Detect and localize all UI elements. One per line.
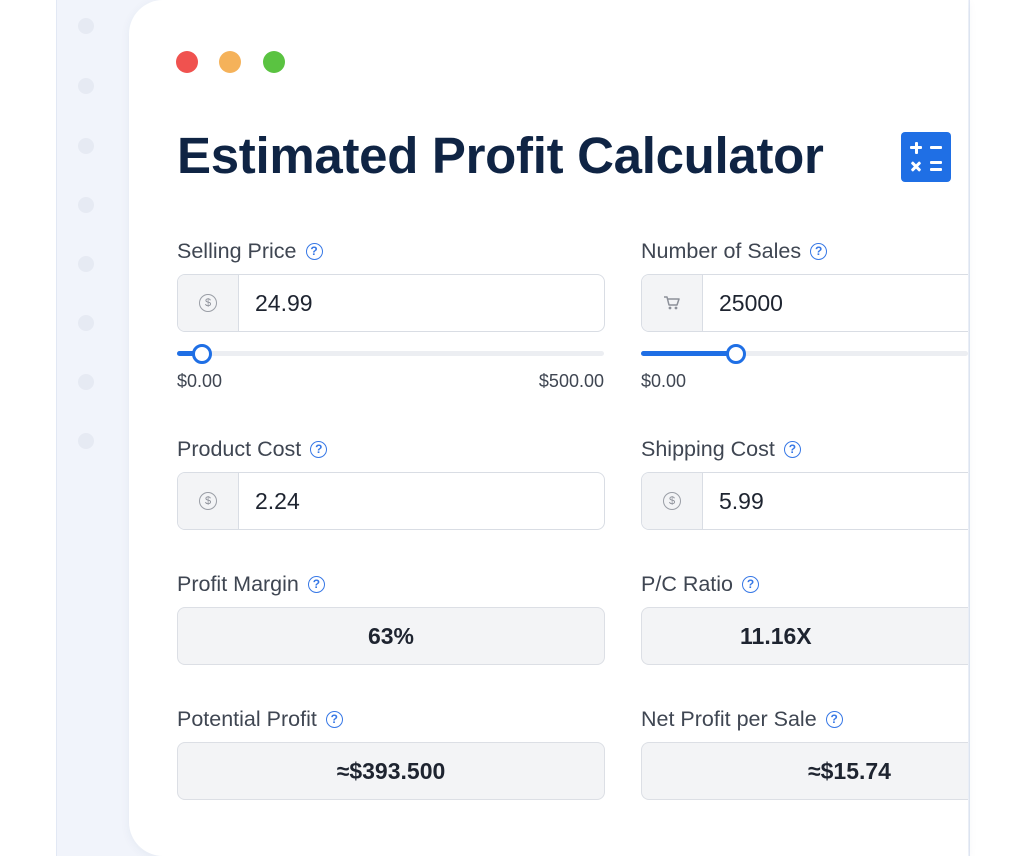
sidebar-dot bbox=[78, 138, 94, 154]
selling-price-slider-fill bbox=[177, 351, 199, 356]
calculator-card: Estimated Profit Calculator Selling Pric… bbox=[129, 0, 968, 856]
sidebar-dot bbox=[78, 18, 94, 34]
help-icon[interactable]: ? bbox=[783, 440, 801, 458]
dollar-coin-icon: $ bbox=[199, 492, 217, 510]
calculator-icon bbox=[901, 132, 951, 182]
addon: $ bbox=[178, 473, 239, 529]
sidebar-dot bbox=[78, 78, 94, 94]
page-title: Estimated Profit Calculator bbox=[177, 127, 824, 184]
selling-price-field[interactable]: $ 24.99 bbox=[177, 274, 605, 332]
addon: $ bbox=[178, 275, 239, 331]
shipping-cost-label: Shipping Cost ? bbox=[641, 434, 801, 464]
help-icon[interactable]: ? bbox=[307, 575, 325, 593]
addon: $ bbox=[642, 473, 703, 529]
selling-price-slider[interactable] bbox=[177, 351, 604, 356]
number-of-sales-slider-fill bbox=[641, 351, 736, 356]
dollar-coin-icon: $ bbox=[663, 492, 681, 510]
sidebar-dot bbox=[78, 315, 94, 331]
slider-min-label: $0.00 bbox=[641, 371, 687, 391]
slider-max-label: $500.00 bbox=[538, 371, 604, 391]
sidebar-dot bbox=[78, 256, 94, 272]
sidebar-dot bbox=[78, 433, 94, 449]
product-cost-label: Product Cost ? bbox=[177, 434, 328, 464]
shopping-cart-icon bbox=[664, 296, 680, 310]
net-profit-per-sale-value: ≈$15.74 bbox=[641, 742, 968, 800]
potential-profit-value: ≈$393.500 bbox=[177, 742, 605, 800]
window-minimize-button[interactable] bbox=[219, 51, 241, 73]
selling-price-slider-handle[interactable] bbox=[192, 344, 212, 364]
number-of-sales-input[interactable]: 25000 bbox=[719, 289, 783, 316]
addon bbox=[642, 275, 703, 331]
number-of-sales-field[interactable]: 25000 bbox=[641, 274, 968, 332]
help-icon[interactable]: ? bbox=[325, 710, 343, 728]
selling-price-input[interactable]: 24.99 bbox=[255, 289, 313, 316]
profit-margin-value: 63% bbox=[177, 607, 605, 665]
number-of-sales-slider-handle[interactable] bbox=[726, 344, 746, 364]
help-icon[interactable]: ? bbox=[305, 242, 323, 260]
product-cost-input[interactable]: 2.24 bbox=[255, 487, 300, 514]
help-icon[interactable]: ? bbox=[310, 440, 328, 458]
sidebar-dot bbox=[78, 374, 94, 390]
product-cost-field[interactable]: $ 2.24 bbox=[177, 472, 605, 530]
number-of-sales-label: Number of Sales ? bbox=[641, 236, 828, 266]
shipping-cost-input[interactable]: 5.99 bbox=[719, 487, 764, 514]
sidebar-dot bbox=[78, 197, 94, 213]
potential-profit-label: Potential Profit ? bbox=[177, 704, 343, 734]
pc-ratio-value: 11.16X bbox=[641, 607, 968, 665]
help-icon[interactable]: ? bbox=[810, 242, 828, 260]
pc-ratio-label: P/C Ratio ? bbox=[641, 569, 760, 599]
selling-price-label: Selling Price ? bbox=[177, 236, 323, 266]
number-of-sales-slider[interactable] bbox=[641, 351, 968, 356]
window-close-button[interactable] bbox=[176, 51, 198, 73]
window-maximize-button[interactable] bbox=[263, 51, 285, 73]
help-icon[interactable]: ? bbox=[825, 710, 843, 728]
dollar-coin-icon: $ bbox=[199, 294, 217, 312]
slider-min-label: $0.00 bbox=[177, 371, 223, 391]
shipping-cost-field[interactable]: $ 5.99 bbox=[641, 472, 968, 530]
profit-margin-label: Profit Margin ? bbox=[177, 569, 325, 599]
help-icon[interactable]: ? bbox=[742, 575, 760, 593]
net-profit-per-sale-label: Net Profit per Sale ? bbox=[641, 704, 843, 734]
